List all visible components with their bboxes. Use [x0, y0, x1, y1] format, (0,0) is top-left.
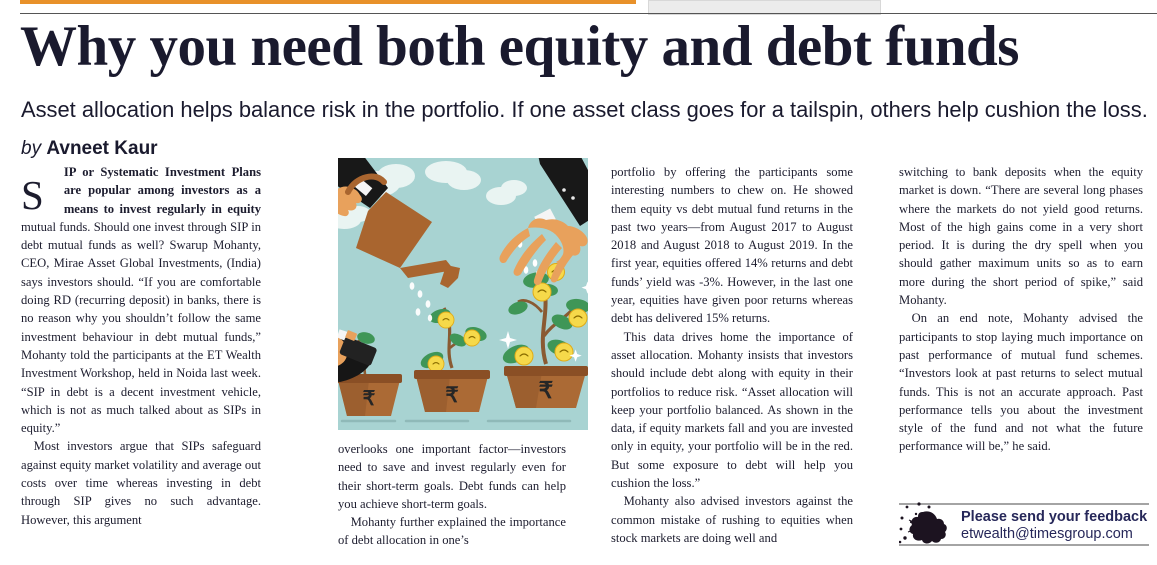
svg-text:₹: ₹ [363, 388, 376, 410]
svg-text:₹: ₹ [539, 377, 554, 403]
svg-text:Please send your feedback to: Please send your feedback to [961, 509, 1149, 525]
svg-text:etwealth@timesgroup.com: etwealth@timesgroup.com [961, 526, 1133, 542]
svg-text:₹: ₹ [445, 384, 458, 407]
